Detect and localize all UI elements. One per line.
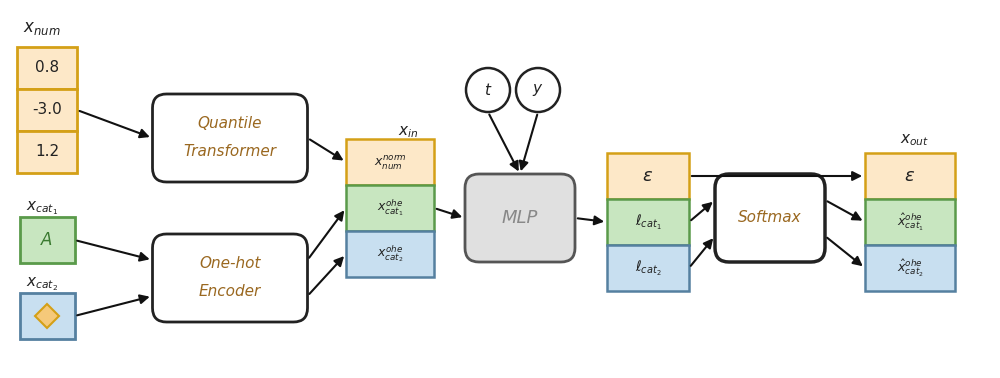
FancyBboxPatch shape: [152, 234, 308, 322]
Text: $\hat{x}_{cat_2}^{ohe}$: $\hat{x}_{cat_2}^{ohe}$: [897, 257, 923, 279]
Text: $x_{num}$: $x_{num}$: [23, 19, 61, 37]
Text: One-hot: One-hot: [199, 257, 261, 271]
Text: Encoder: Encoder: [199, 285, 261, 299]
Text: $x_{cat_1}$: $x_{cat_1}$: [26, 199, 58, 217]
Bar: [20, 293, 74, 339]
Bar: [17, 89, 77, 131]
Text: Softmax: Softmax: [738, 211, 802, 226]
Circle shape: [466, 68, 510, 112]
Text: Transformer: Transformer: [184, 144, 276, 160]
Bar: [865, 245, 955, 291]
Text: $x_{cat_1}^{ohe}$: $x_{cat_1}^{ohe}$: [377, 198, 403, 218]
Bar: [17, 47, 77, 89]
Bar: [346, 139, 434, 185]
Text: $y$: $y$: [532, 82, 544, 98]
Bar: [865, 199, 955, 245]
Bar: [346, 185, 434, 231]
Text: $\ell_{cat_2}$: $\ell_{cat_2}$: [635, 259, 661, 277]
Bar: [865, 153, 955, 199]
Bar: [607, 153, 689, 199]
Bar: [607, 245, 689, 291]
FancyBboxPatch shape: [465, 174, 575, 262]
Bar: [17, 131, 77, 173]
Text: $x_{cat_2}$: $x_{cat_2}$: [26, 275, 58, 293]
FancyBboxPatch shape: [152, 94, 308, 182]
Bar: [607, 199, 689, 245]
Text: $\hat{x}_{cat_1}^{ohe}$: $\hat{x}_{cat_1}^{ohe}$: [897, 211, 923, 232]
Circle shape: [516, 68, 560, 112]
Text: $x_{in}$: $x_{in}$: [398, 124, 418, 140]
FancyBboxPatch shape: [715, 174, 825, 262]
Text: A: A: [41, 231, 53, 249]
Bar: [20, 217, 74, 263]
Text: 1.2: 1.2: [35, 144, 59, 160]
Text: MLP: MLP: [502, 209, 538, 227]
Text: 0.8: 0.8: [35, 60, 59, 76]
Text: $x_{num}^{norm}$: $x_{num}^{norm}$: [374, 153, 406, 171]
Text: $\epsilon$: $\epsilon$: [642, 167, 654, 185]
Text: -3.0: -3.0: [32, 102, 62, 118]
Text: $\ell_{cat_1}$: $\ell_{cat_1}$: [635, 212, 661, 232]
Bar: [346, 231, 434, 277]
Text: $t$: $t$: [484, 82, 492, 98]
Text: Quantile: Quantile: [198, 116, 262, 132]
Text: $x_{out}$: $x_{out}$: [900, 132, 930, 148]
Text: $\epsilon$: $\epsilon$: [904, 167, 916, 185]
Text: $x_{cat_2}^{ohe}$: $x_{cat_2}^{ohe}$: [377, 243, 403, 265]
